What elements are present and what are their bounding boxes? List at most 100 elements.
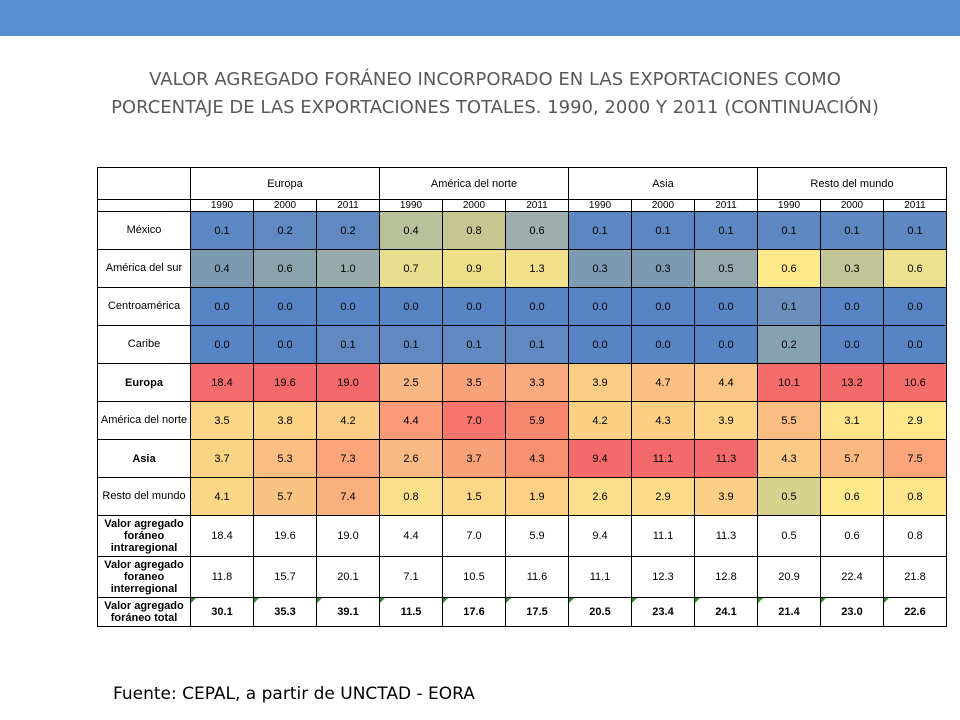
value-cell: 0.3 bbox=[568, 249, 632, 288]
value-cell: 0.8 bbox=[379, 477, 443, 516]
value-cell: 11.8 bbox=[190, 556, 254, 598]
row-label: Valor agregado foraneo interregional bbox=[97, 556, 191, 598]
value-cell: 23.0 bbox=[820, 597, 884, 627]
value-cell: 9.4 bbox=[568, 439, 632, 478]
value-cell: 20.5 bbox=[568, 597, 632, 627]
value-cell: 3.9 bbox=[694, 401, 758, 440]
value-cell: 7.0 bbox=[442, 401, 506, 440]
value-cell: 13.2 bbox=[820, 363, 884, 402]
value-cell: 3.7 bbox=[442, 439, 506, 478]
value-cell: 3.8 bbox=[253, 401, 317, 440]
value-cell: 1.9 bbox=[505, 477, 569, 516]
value-cell: 4.4 bbox=[694, 363, 758, 402]
value-cell: 20.1 bbox=[316, 556, 380, 598]
value-cell: 0.4 bbox=[190, 249, 254, 288]
year-header: 2011 bbox=[316, 199, 380, 212]
value-cell: 11.3 bbox=[694, 439, 758, 478]
year-header: 2000 bbox=[442, 199, 506, 212]
value-cell: 4.4 bbox=[379, 515, 443, 557]
value-cell: 39.1 bbox=[316, 597, 380, 627]
source-note: Fuente: CEPAL, a partir de UNCTAD - EORA bbox=[113, 684, 475, 704]
row-label: Valor agregado foráneo intraregional bbox=[97, 515, 191, 557]
value-cell: 4.7 bbox=[631, 363, 695, 402]
value-cell: 4.4 bbox=[379, 401, 443, 440]
value-cell: 0.0 bbox=[883, 287, 947, 326]
table-row: América del sur 0.4 0.6 1.0 0.7 0.9 1.3 0.3 0.3 0… bbox=[97, 249, 947, 288]
value-cell: 0.8 bbox=[442, 211, 506, 250]
row-label: Caribe bbox=[97, 325, 191, 364]
value-cell: 0.3 bbox=[820, 249, 884, 288]
table-row: México 0.1 0.2 0.2 0.4 0.8 0.6 0.1 0.1 0.1 0.1 0.1 0… bbox=[97, 211, 947, 250]
value-cell: 4.3 bbox=[631, 401, 695, 440]
value-cell: 7.0 bbox=[442, 515, 506, 557]
value-cell: 4.2 bbox=[568, 401, 632, 440]
value-cell: 4.3 bbox=[505, 439, 569, 478]
value-cell: 0.1 bbox=[694, 211, 758, 250]
value-cell: 15.7 bbox=[253, 556, 317, 598]
value-cell: 7.3 bbox=[316, 439, 380, 478]
value-cell: 19.6 bbox=[253, 363, 317, 402]
year-header: 2011 bbox=[505, 199, 569, 212]
table-row: Valor agregado foráneo total 30.1 35.3 39.1… bbox=[97, 597, 947, 627]
value-cell: 4.3 bbox=[757, 439, 821, 478]
value-cell: 0.1 bbox=[505, 325, 569, 364]
value-cell: 2.9 bbox=[631, 477, 695, 516]
row-label: Valor agregado foráneo total bbox=[97, 597, 191, 627]
value-cell: 11.6 bbox=[505, 556, 569, 598]
value-cell: 0.5 bbox=[694, 249, 758, 288]
region-header: Resto del mundo bbox=[757, 167, 947, 200]
value-cell: 7.4 bbox=[316, 477, 380, 516]
title-line-2: PORCENTAJE DE LAS EXPORTACIONES TOTALES.… bbox=[111, 97, 879, 118]
value-cell: 30.1 bbox=[190, 597, 254, 627]
value-cell: 0.1 bbox=[757, 211, 821, 250]
value-cell: 5.7 bbox=[253, 477, 317, 516]
table-body: México 0.1 0.2 0.2 0.4 0.8 0.6 0.1 0.1 0.1 0.1 0.1 0… bbox=[97, 211, 947, 627]
value-cell: 11.5 bbox=[379, 597, 443, 627]
value-cell: 3.3 bbox=[505, 363, 569, 402]
year-header: 2011 bbox=[883, 199, 947, 212]
row-label: América del sur bbox=[97, 249, 191, 288]
value-cell: 0.1 bbox=[442, 325, 506, 364]
value-cell: 0.6 bbox=[883, 249, 947, 288]
year-header: 1990 bbox=[379, 199, 443, 212]
value-cell: 0.5 bbox=[757, 515, 821, 557]
value-cell: 0.0 bbox=[883, 325, 947, 364]
row-label: Resto del mundo bbox=[97, 477, 191, 516]
value-cell: 0.8 bbox=[883, 515, 947, 557]
table-row: Caribe 0.0 0.0 0.1 0.1 0.1 0.1 0.0 0.0 0.0 0.2 0.0 0… bbox=[97, 325, 947, 364]
year-header: 1990 bbox=[757, 199, 821, 212]
value-cell: 3.1 bbox=[820, 401, 884, 440]
value-cell: 0.0 bbox=[253, 287, 317, 326]
table-row: Europa 18.4 19.6 19.0 2.5 3.5 3.3 3.9 4.7 4.4 10.1… bbox=[97, 363, 947, 402]
value-cell: 0.3 bbox=[631, 249, 695, 288]
value-cell: 22.4 bbox=[820, 556, 884, 598]
value-cell: 0.0 bbox=[694, 325, 758, 364]
title-line-1: VALOR AGREGADO FORÁNEO INCORPORADO EN LA… bbox=[149, 69, 841, 90]
value-cell: 0.5 bbox=[757, 477, 821, 516]
value-cell: 18.4 bbox=[190, 515, 254, 557]
value-cell: 0.1 bbox=[820, 211, 884, 250]
value-cell: 0.0 bbox=[631, 325, 695, 364]
value-cell: 0.6 bbox=[820, 515, 884, 557]
value-cell: 4.1 bbox=[190, 477, 254, 516]
region-header: Europa bbox=[190, 167, 380, 200]
year-header: 1990 bbox=[568, 199, 632, 212]
value-cell: 0.0 bbox=[190, 287, 254, 326]
row-label: México bbox=[97, 211, 191, 250]
value-cell: 11.1 bbox=[631, 515, 695, 557]
value-cell: 19.6 bbox=[253, 515, 317, 557]
value-cell: 11.1 bbox=[568, 556, 632, 598]
value-cell: 4.2 bbox=[316, 401, 380, 440]
value-cell: 3.9 bbox=[694, 477, 758, 516]
year-header: 2000 bbox=[253, 199, 317, 212]
value-cell: 7.5 bbox=[883, 439, 947, 478]
value-cell: 0.1 bbox=[757, 287, 821, 326]
value-cell: 0.0 bbox=[694, 287, 758, 326]
table-row: Valor agregado foráneo intraregional 18.4… bbox=[97, 515, 947, 557]
table-row: Resto del mundo 4.1 5.7 7.4 0.8 1.5 1.9 2.6 2.9 3… bbox=[97, 477, 947, 516]
year-header-row: 1990 2000 2011 1990 2000 2011 1990 2000 … bbox=[97, 199, 947, 212]
year-header: 2000 bbox=[820, 199, 884, 212]
value-cell: 7.1 bbox=[379, 556, 443, 598]
value-cell: 19.0 bbox=[316, 363, 380, 402]
row-label: América del norte bbox=[97, 401, 191, 440]
